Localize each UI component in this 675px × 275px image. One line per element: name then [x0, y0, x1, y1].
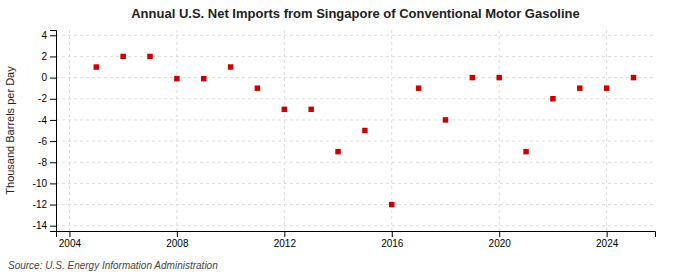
grid-line-x: [69, 30, 70, 231]
y-tick-label: -6: [38, 136, 47, 147]
y-tick: -8: [38, 157, 56, 168]
y-tick-label: 4: [41, 30, 47, 41]
y-tick-label: 2: [41, 51, 47, 62]
grid-line-y: [56, 77, 655, 78]
y-tick-mark: [50, 141, 56, 142]
x-tick-mark: [499, 231, 500, 237]
point: [308, 107, 313, 112]
point: [255, 85, 260, 90]
title: Annual U.S. Net Imports from Singapore o…: [131, 6, 580, 21]
grid-line-x: [391, 30, 392, 231]
point: [604, 85, 609, 90]
x-tick-label: 2004: [59, 238, 82, 249]
x-tick-mark: [69, 231, 70, 237]
y-tick-mark: [50, 183, 56, 184]
x-tick-label: 2020: [489, 238, 512, 249]
y-tick-label: -12: [33, 199, 48, 210]
y-tick: 4: [41, 30, 56, 41]
y-tick-label: 0: [41, 72, 47, 83]
grid: [56, 30, 655, 231]
grid-line-y: [56, 119, 655, 120]
grid-line-x: [499, 30, 500, 231]
x-tick: 2024: [596, 231, 619, 249]
grid-line-x: [176, 30, 177, 231]
points: [94, 54, 637, 208]
y-axis-line: [50, 31, 57, 232]
x-tick: 2012: [274, 231, 297, 249]
chart: 2004 2008 2012 2016 2020 2024 4 2 0 -2 -4 -6 -8 -10 -1…: [0, 0, 675, 275]
x-tick: 2004: [59, 231, 82, 249]
y-tick: -14: [33, 220, 56, 231]
y-axis: 4 2 0 -2 -4 -6 -8 -10 -12 -14: [33, 30, 57, 232]
x-axis-line: [57, 232, 656, 238]
source-note: Source: U.S. Energy Information Administ…: [8, 260, 218, 271]
y-tick-mark: [50, 78, 56, 79]
point: [94, 64, 99, 69]
grid-line-y: [56, 98, 655, 99]
y-tick-mark: [50, 162, 56, 163]
y-tick-mark: [50, 226, 56, 227]
grid-line-y: [56, 183, 655, 184]
grid-line-y: [56, 35, 655, 36]
y-axis-title: Thousand Barrels per Day: [4, 66, 16, 195]
y-tick: -2: [38, 93, 56, 104]
point: [362, 128, 367, 133]
y-tick-mark: [50, 35, 56, 36]
x-tick-mark: [392, 231, 393, 237]
point: [470, 75, 475, 80]
y-tick: -10: [33, 178, 56, 189]
x-tick-mark: [607, 231, 608, 237]
x-tick-label: 2008: [166, 238, 189, 249]
point: [416, 85, 421, 90]
point: [228, 64, 233, 69]
y-tick-label: -10: [33, 178, 48, 189]
y-tick-mark: [50, 120, 56, 121]
point: [335, 149, 340, 154]
y-tick-mark: [50, 99, 56, 100]
grid-line-x: [606, 30, 607, 231]
point: [443, 117, 448, 122]
y-tick-label: -4: [38, 115, 47, 126]
plot-area: 2004 2008 2012 2016 2020 2024 4 2 0 -2 -4 -6 -8 -10 -1…: [33, 30, 656, 249]
y-tick-label: -8: [38, 157, 47, 168]
x-axis: 2004 2008 2012 2016 2020 2024: [57, 231, 656, 249]
grid-line-y: [56, 225, 655, 226]
point: [120, 54, 125, 59]
grid-line-y: [56, 204, 655, 205]
x-tick: 2020: [489, 231, 512, 249]
x-tick: 2008: [166, 231, 189, 249]
x-tick-label: 2024: [596, 238, 619, 249]
x-tick-label: 2012: [274, 238, 297, 249]
grid-line-x: [284, 30, 285, 231]
grid-line-y: [56, 162, 655, 163]
x-tick: 2016: [381, 231, 404, 249]
y-tick-label: -14: [33, 220, 48, 231]
y-tick-mark: [50, 205, 56, 206]
x-tick-mark: [284, 231, 285, 237]
point: [147, 54, 152, 59]
point: [201, 76, 206, 81]
y-tick-label: -2: [38, 93, 47, 104]
point: [174, 76, 179, 81]
point: [496, 75, 501, 80]
grid-line-y: [56, 141, 655, 142]
y-tick-mark: [50, 56, 56, 57]
x-tick-label: 2016: [381, 238, 404, 249]
point: [550, 96, 555, 101]
y-tick: -4: [38, 115, 56, 126]
point: [577, 85, 582, 90]
point: [282, 107, 287, 112]
point: [389, 202, 394, 207]
y-tick: 2: [41, 51, 56, 62]
x-tick-mark: [177, 231, 178, 237]
point: [631, 75, 636, 80]
grid-line-y: [56, 56, 655, 57]
point: [523, 149, 528, 154]
y-tick: -12: [33, 199, 56, 210]
y-tick: 0: [41, 72, 56, 83]
y-tick: -6: [38, 136, 56, 147]
